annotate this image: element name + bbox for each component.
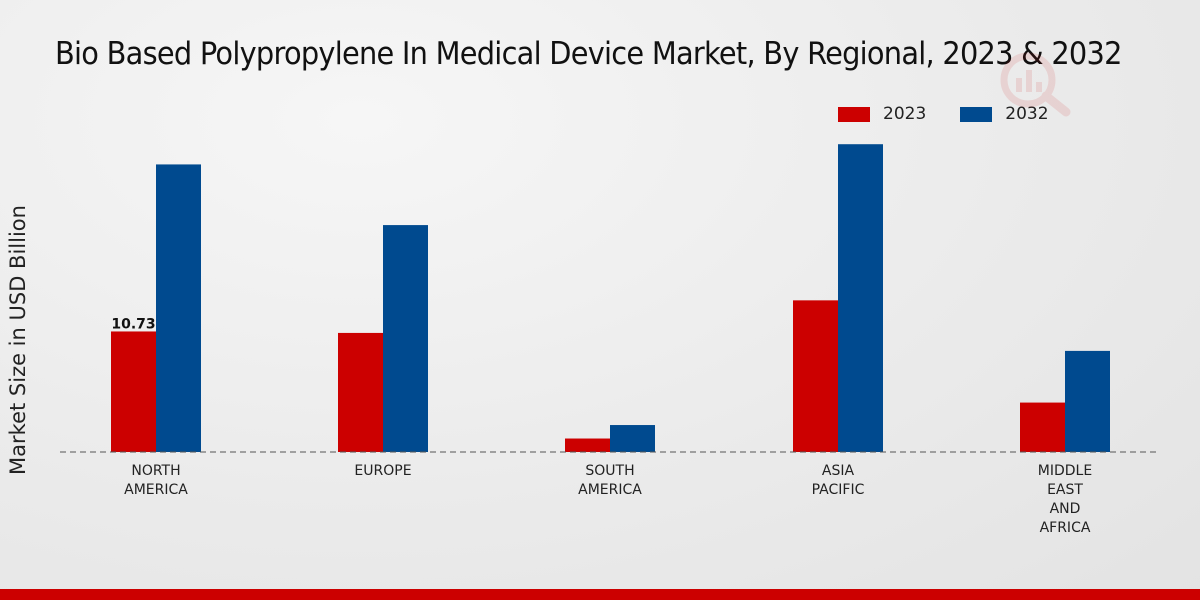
bar-2032-1	[383, 225, 428, 452]
x-tick-label-3: ASIA PACIFIC	[812, 463, 865, 498]
bar-2023-1	[338, 332, 383, 452]
x-tick-label-2: SOUTH AMERICA	[578, 463, 642, 498]
legend-label-2032: 2032	[1005, 104, 1049, 124]
legend-item-2023: 2023	[838, 104, 926, 124]
x-tick-label-0: NORTH AMERICA	[124, 463, 188, 498]
legend-swatch-2032	[960, 106, 993, 122]
bar-2032-2	[610, 425, 655, 452]
legend-swatch-2023	[838, 106, 870, 122]
bar-2023-0	[111, 331, 156, 452]
x-tick-label-4: MIDDLE EAST AND AFRICA	[1038, 463, 1092, 536]
bar-2032-3	[838, 144, 883, 452]
bar-2032-0	[156, 164, 201, 452]
bar-2023-2	[565, 438, 610, 452]
watermark-logo-icon	[1000, 52, 1071, 117]
bar-2023-3	[793, 300, 838, 452]
brand-bar	[0, 589, 1200, 600]
x-tick-label-1: EUROPE	[354, 463, 411, 479]
chart-title: Bio Based Polypropylene In Medical Devic…	[55, 36, 1120, 72]
chart-legend: 2023 2032	[838, 104, 1083, 124]
legend-label-2023: 2023	[883, 104, 927, 124]
legend-item-2032: 2032	[960, 104, 1049, 124]
bar-2023-4	[1020, 402, 1065, 452]
bar-2032-4	[1065, 350, 1110, 452]
data-label-0: 10.73	[111, 316, 155, 332]
